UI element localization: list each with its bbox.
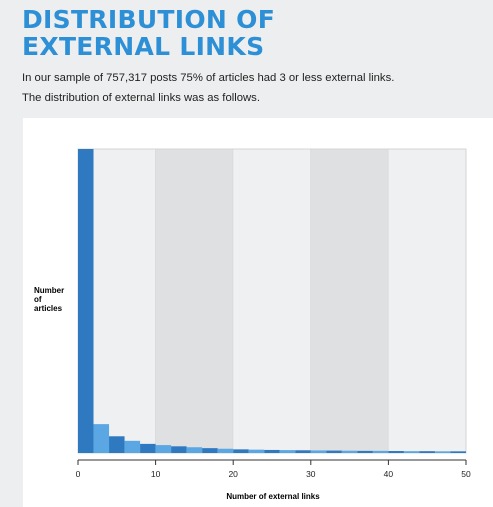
histogram-bar bbox=[186, 447, 203, 453]
chart-panel: 0 10 20 30 40 50 Number of articles Number of… bbox=[23, 118, 493, 507]
x-tick-label: 20 bbox=[228, 469, 238, 479]
histogram-bar bbox=[93, 424, 110, 453]
background-bands bbox=[77, 148, 467, 454]
background-band bbox=[310, 149, 389, 453]
intro-line-2: The distribution of external links was a… bbox=[22, 92, 260, 104]
histogram-bar bbox=[248, 449, 265, 453]
histogram-bar bbox=[233, 449, 249, 453]
histogram-bar bbox=[279, 450, 296, 453]
x-tick-label: 50 bbox=[461, 469, 471, 479]
histogram-bar bbox=[372, 450, 389, 453]
x-tick-label: 30 bbox=[306, 469, 316, 479]
x-tick-label: 10 bbox=[151, 469, 161, 479]
background-band bbox=[388, 149, 466, 453]
histogram-bar bbox=[109, 436, 125, 453]
histogram-bar bbox=[419, 451, 435, 453]
histogram-bar bbox=[295, 450, 311, 453]
histogram-bar bbox=[171, 446, 187, 453]
x-axis-title: Number of external links bbox=[226, 492, 320, 501]
page-title: DISTRIBUTION OF EXTERNAL LINKS bbox=[22, 6, 462, 60]
histogram-bar bbox=[450, 451, 466, 453]
histogram-bar bbox=[434, 451, 451, 453]
histogram-bar bbox=[341, 450, 358, 453]
x-tick-label: 40 bbox=[384, 469, 394, 479]
histogram-bar bbox=[124, 440, 141, 453]
histogram-bar bbox=[326, 450, 342, 453]
bars bbox=[78, 149, 466, 453]
histogram-bar bbox=[217, 448, 234, 453]
histogram-bar bbox=[140, 443, 156, 453]
background-band bbox=[155, 149, 234, 453]
intro-line-1: In our sample of 757,317 posts 75% of ar… bbox=[22, 72, 395, 84]
x-axis: 0 10 20 30 40 50 bbox=[76, 459, 471, 479]
title-line-2: EXTERNAL LINKS bbox=[22, 32, 265, 61]
y-axis-title-line-2: of bbox=[34, 295, 42, 304]
histogram-bar bbox=[310, 450, 327, 453]
histogram-chart: 0 10 20 30 40 50 Number of articles Number of… bbox=[34, 148, 471, 501]
x-tick-label: 0 bbox=[76, 469, 81, 479]
intro-text: In our sample of 757,317 posts 75% of ar… bbox=[22, 68, 482, 108]
y-axis-title-line-3: articles bbox=[34, 304, 63, 313]
title-line-1: DISTRIBUTION OF bbox=[22, 5, 276, 34]
histogram-bar bbox=[202, 448, 218, 453]
histogram-bar bbox=[388, 451, 404, 453]
histogram-bar bbox=[78, 149, 94, 453]
background-band bbox=[233, 149, 311, 453]
y-axis-title-line-1: Number bbox=[34, 286, 64, 295]
histogram-bar bbox=[403, 451, 420, 453]
histogram-bar bbox=[357, 450, 373, 453]
histogram-bar bbox=[264, 449, 280, 453]
histogram-bar bbox=[155, 445, 172, 453]
